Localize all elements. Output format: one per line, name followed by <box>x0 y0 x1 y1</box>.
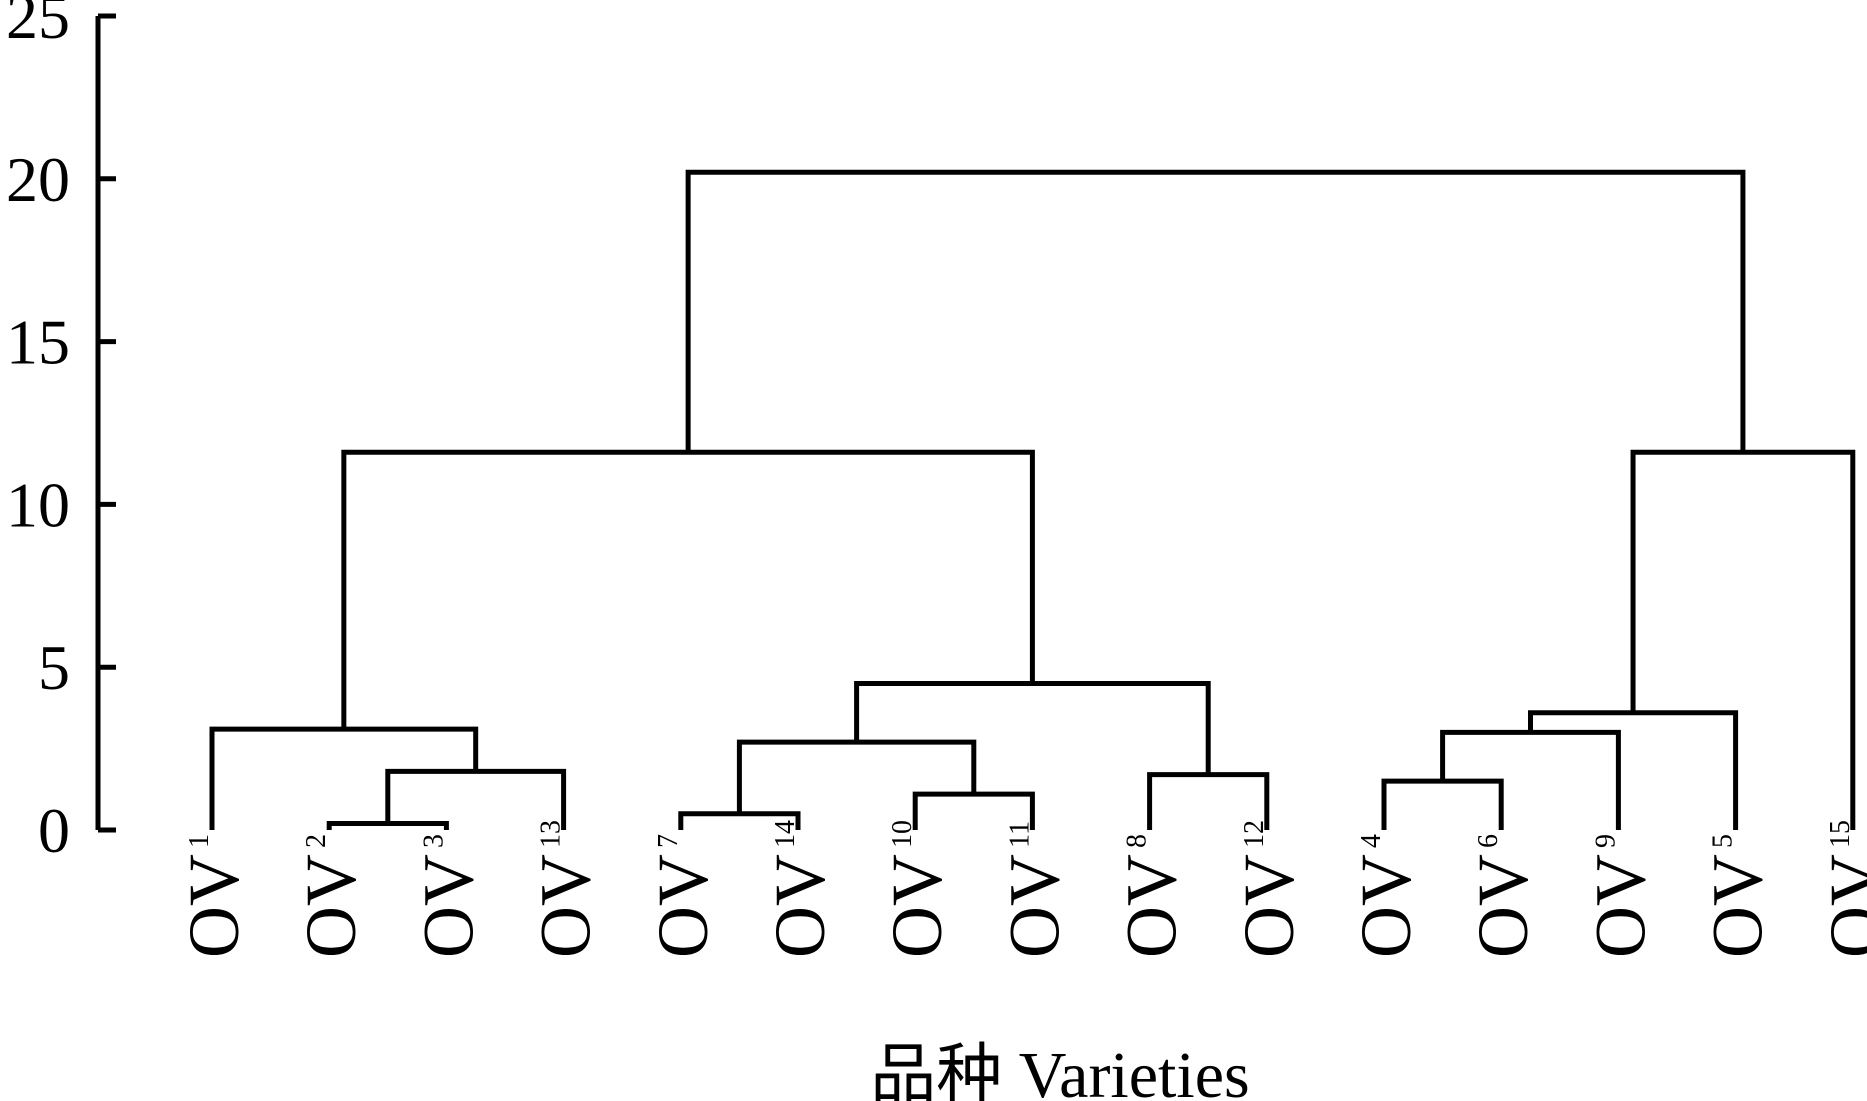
leaf-label: OV 13 <box>526 820 606 958</box>
dendrogram-link <box>209 726 479 830</box>
leaf-label-base: OV <box>1580 854 1660 958</box>
dendrogram-link <box>341 449 1035 730</box>
leaf-label: OV 1 <box>174 834 254 958</box>
leaf-label: OV 7 <box>643 834 723 958</box>
leaf-label: OV 2 <box>291 834 371 958</box>
leaf-label: OV 3 <box>408 834 488 958</box>
leaf-label-base: OV <box>174 854 254 958</box>
leaf-label: OV 12 <box>1229 820 1309 958</box>
leaf-label: OV 5 <box>1698 834 1778 958</box>
leaf-label-subscript: 14 <box>770 820 801 848</box>
y-tick-label: 0 <box>38 795 70 866</box>
y-tick-label: 20 <box>6 144 70 215</box>
leaf-label-subscript: 2 <box>301 834 332 848</box>
leaf-label-base: OV <box>1229 854 1309 958</box>
y-tick-label: 15 <box>6 307 70 378</box>
leaf-label-base: OV <box>994 854 1074 958</box>
dendrogram-link <box>326 820 449 830</box>
dendrogram-link <box>685 169 1746 453</box>
leaf-label: OV 4 <box>1346 834 1426 958</box>
leaf-label-subscript: 5 <box>1708 834 1739 848</box>
y-tick-label: 25 <box>6 0 70 52</box>
leaf-label-base: OV <box>291 854 371 958</box>
leaf-label-base: OV <box>1112 854 1192 958</box>
y-tick-label: 5 <box>38 632 70 703</box>
leaf-label: OV 10 <box>877 820 957 958</box>
leaf-label: OV 11 <box>994 821 1074 958</box>
leaf-label-subscript: 12 <box>1239 820 1270 848</box>
leaf-label-base: OV <box>1815 854 1867 958</box>
leaf-label-subscript: 11 <box>1004 821 1035 848</box>
leaf-labels: OV1OV2OV3OV13OV7OV14OV10OV11OV8OV12OV4OV… <box>174 820 1867 958</box>
leaf-label: OV 8 <box>1112 834 1192 958</box>
leaf-label-subscript: 6 <box>1473 834 1504 848</box>
leaf-label-base: OV <box>760 854 840 958</box>
leaf-label-base: OV <box>526 854 606 958</box>
leaf-label-base: OV <box>643 854 723 958</box>
dendrogram-link <box>1630 449 1856 830</box>
leaf-label-subscript: 13 <box>536 820 567 848</box>
leaf-label: OV 6 <box>1463 834 1543 958</box>
y-tick-label: 10 <box>6 469 70 540</box>
leaf-label-base: OV <box>408 854 488 958</box>
leaf-label: OV 9 <box>1580 834 1660 958</box>
dendrogram-links <box>209 169 1856 830</box>
y-axis: 0 5 10 15 20 25 <box>6 0 116 866</box>
leaf-label-subscript: 4 <box>1356 834 1387 848</box>
leaf-label: OV 14 <box>760 820 840 958</box>
dendrogram-link <box>736 739 977 814</box>
leaf-label-base: OV <box>1346 854 1426 958</box>
leaf-label-subscript: 7 <box>653 834 684 848</box>
leaf-label-base: OV <box>1698 854 1778 958</box>
dendrogram-link <box>1381 778 1504 830</box>
leaf-label: OV 15 <box>1815 820 1867 958</box>
leaf-label-subscript: 9 <box>1590 834 1621 848</box>
leaf-label-base: OV <box>1463 854 1543 958</box>
leaf-label-subscript: 1 <box>184 834 215 848</box>
leaf-label-base: OV <box>877 854 957 958</box>
x-axis-label: 品种 Varieties <box>870 1039 1249 1101</box>
leaf-label-subscript: 10 <box>887 820 918 848</box>
dendrogram-link <box>854 680 1211 775</box>
leaf-label-subscript: 8 <box>1122 834 1153 848</box>
leaf-label-subscript: 15 <box>1825 820 1856 848</box>
leaf-label-subscript: 3 <box>418 834 449 848</box>
